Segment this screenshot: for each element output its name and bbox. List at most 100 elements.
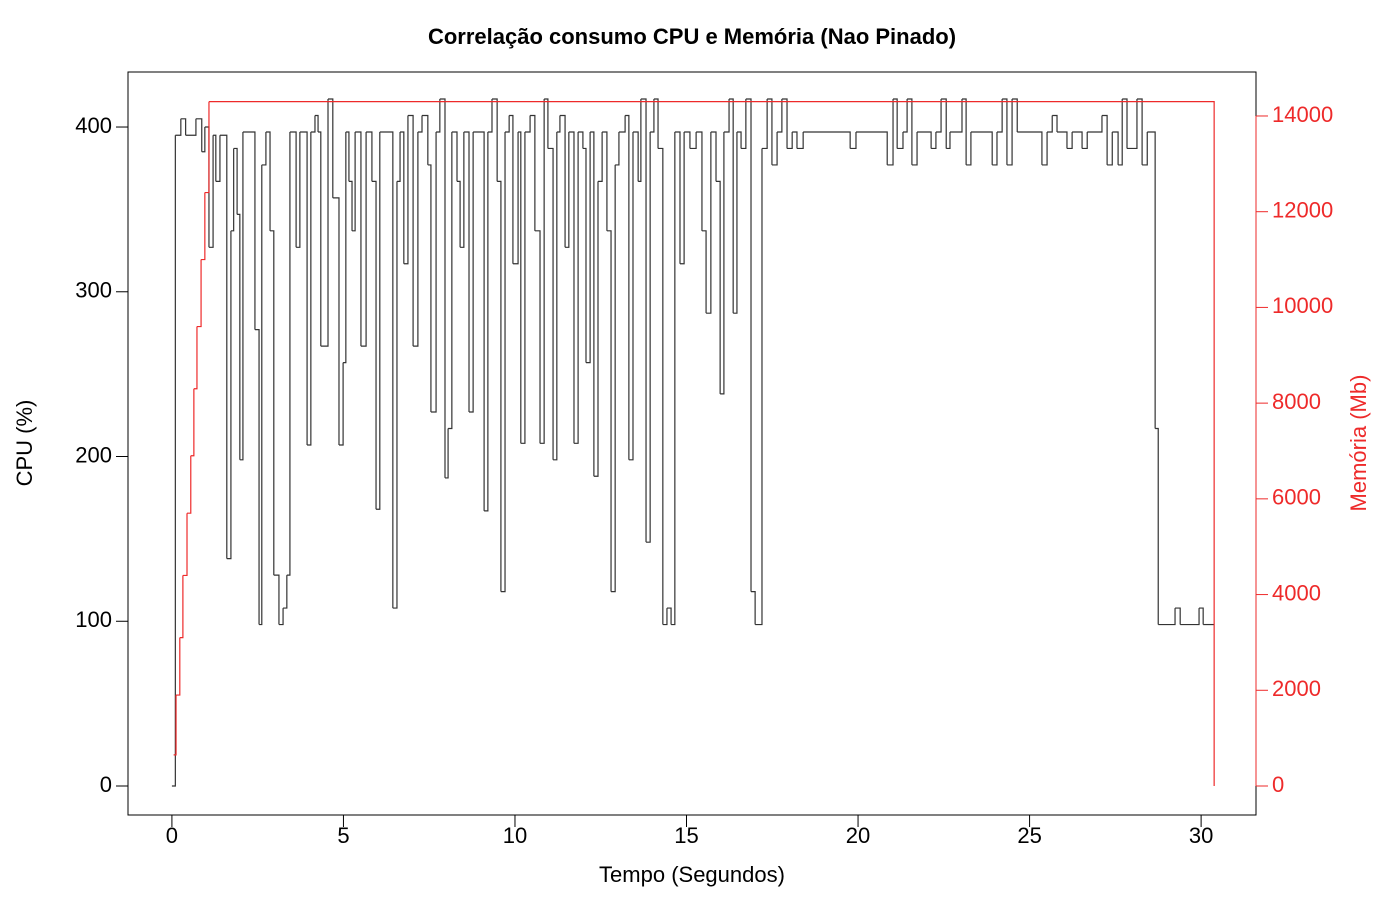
y2-tick-label: 4000 — [1272, 580, 1321, 605]
step-segment — [451, 131, 458, 182]
step-segment — [556, 115, 561, 133]
x-tick-label: 5 — [337, 823, 349, 848]
step-segment — [171, 135, 176, 787]
step-segment — [343, 131, 347, 364]
step-segment — [175, 118, 182, 136]
step-segment — [422, 114, 429, 165]
step-segment — [741, 99, 747, 150]
step-segment — [1087, 115, 1103, 133]
step-segment — [618, 115, 626, 133]
y2-tick-label: 0 — [1272, 772, 1284, 797]
step-segment — [771, 131, 778, 166]
step-segment — [1057, 131, 1068, 149]
step-segment — [897, 131, 904, 150]
step-segment — [850, 131, 857, 150]
x-tick-label: 25 — [1017, 823, 1041, 848]
step-segment — [338, 362, 344, 446]
step-segment — [640, 98, 647, 543]
step-segment — [366, 131, 373, 182]
step-segment — [348, 180, 353, 231]
step-segment — [299, 131, 308, 445]
step-segment — [593, 181, 599, 477]
y-tick-label: 200 — [75, 442, 112, 467]
step-segment — [706, 131, 712, 314]
step-segment — [992, 131, 998, 166]
step-segment — [650, 99, 655, 133]
step-segment — [787, 131, 793, 150]
step-segment — [684, 131, 691, 149]
y2-tick-label: 12000 — [1272, 198, 1333, 223]
step-segment — [403, 115, 409, 265]
step-segment — [379, 131, 394, 609]
step-segment — [638, 99, 642, 182]
x-tick-label: 20 — [846, 823, 870, 848]
step-segment — [509, 114, 514, 264]
step-segment — [606, 230, 612, 592]
step-segment — [208, 101, 1215, 786]
step-segment — [497, 180, 502, 592]
step-segment — [585, 131, 591, 364]
y2-tick-label: 2000 — [1272, 676, 1321, 701]
step-segment — [286, 131, 291, 576]
step-segment — [761, 99, 768, 150]
y-tick-label: 300 — [75, 278, 112, 303]
step-segment — [371, 180, 377, 510]
step-segment — [777, 99, 783, 133]
step-segment — [1082, 131, 1088, 150]
step-segment — [534, 230, 541, 444]
step-segment — [396, 131, 401, 182]
step-segment — [1112, 131, 1119, 165]
step-segment — [500, 131, 506, 593]
step-segment — [1047, 115, 1053, 133]
step-segment — [296, 131, 301, 248]
step-segment — [893, 98, 898, 149]
step-segment — [491, 98, 498, 182]
x-tick-label: 15 — [674, 823, 698, 848]
step-segment — [289, 131, 297, 248]
step-segment — [180, 118, 187, 136]
step-segment — [360, 131, 367, 347]
step-segment — [187, 455, 192, 514]
step-segment — [215, 135, 221, 182]
step-segment — [444, 428, 449, 479]
step-segment — [679, 131, 685, 265]
step-segment — [204, 126, 210, 248]
step-segment — [792, 131, 798, 149]
step-segment — [1180, 608, 1200, 626]
step-segment — [590, 131, 595, 477]
step-segment — [941, 98, 947, 149]
step-segment — [966, 131, 972, 166]
step-segment — [310, 115, 316, 133]
step-segment — [755, 148, 763, 626]
step-segment — [176, 637, 181, 696]
step-segment — [193, 326, 198, 390]
step-segment — [328, 98, 334, 198]
step-segment — [946, 131, 951, 150]
step-segment — [436, 99, 441, 133]
y2-axis-label: Memória (Mb) — [1346, 375, 1371, 512]
step-segment — [745, 98, 752, 592]
step-segment — [720, 131, 725, 395]
step-segment — [1122, 98, 1128, 149]
step-segment — [544, 98, 549, 149]
step-segment — [520, 131, 526, 444]
step-segment — [457, 180, 461, 248]
step-segment — [996, 99, 1003, 133]
step-segment — [185, 118, 197, 136]
step-segment — [190, 388, 195, 457]
step-segment — [646, 131, 651, 543]
y2-tick-label: 14000 — [1272, 102, 1333, 127]
step-segment — [767, 98, 773, 165]
step-segment — [233, 147, 238, 215]
step-segment — [1101, 114, 1108, 165]
step-segment — [970, 131, 993, 165]
step-segment — [226, 230, 232, 560]
step-segment — [530, 114, 536, 231]
step-segment — [578, 131, 584, 149]
step-segment — [553, 131, 558, 461]
step-segment — [242, 131, 256, 330]
step-segment — [505, 115, 510, 133]
step-segment — [625, 114, 630, 460]
